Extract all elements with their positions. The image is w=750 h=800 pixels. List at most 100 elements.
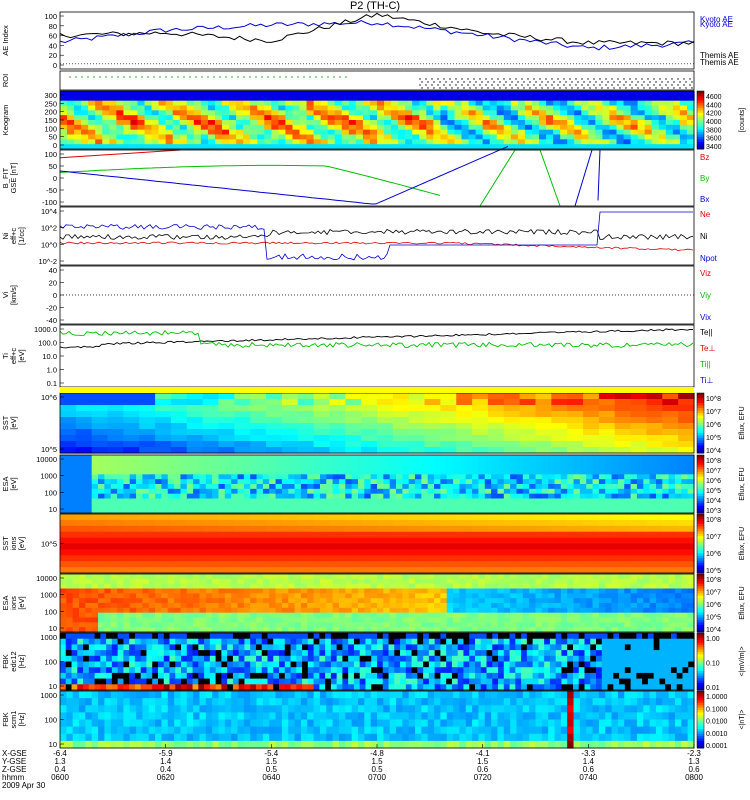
- fbk1-cell: [169, 672, 176, 680]
- esa_e-cell: [674, 493, 682, 500]
- esa_e-cell: [522, 479, 530, 485]
- esa_e-cell: [421, 493, 429, 500]
- esa_i-cell: [421, 617, 429, 623]
- fbk1-cell: [296, 650, 303, 657]
- keogram-cell: [637, 110, 646, 116]
- sst_e-cell: [202, 405, 220, 412]
- sst_i-cell: [440, 525, 457, 533]
- esa_e-cell: [402, 488, 410, 495]
- sst_i-cell: [218, 514, 235, 521]
- esa_e-cell: [535, 459, 543, 466]
- esa_i-cell: [148, 583, 156, 590]
- sst_e-cell: [60, 399, 77, 406]
- roi-dot: [297, 76, 299, 78]
- esa_e-cell: [332, 455, 340, 461]
- esa_e-cell: [592, 503, 600, 509]
- esa_i-cell: [91, 593, 99, 599]
- esa_i-cell: [199, 607, 207, 614]
- sst_e-cell: [377, 399, 394, 406]
- fbk1-cell: [60, 650, 67, 657]
- esa_i-cell: [636, 617, 644, 623]
- esa_e-cell: [212, 455, 220, 461]
- fbk1-cell: [255, 672, 263, 680]
- keogram-cell: [158, 91, 167, 97]
- esa_i-cell: [548, 627, 556, 633]
- keogram-cell: [391, 124, 399, 131]
- esa_i-cell: [554, 583, 562, 590]
- esa_i-cell: [155, 574, 163, 580]
- keogram-cell: [686, 91, 695, 97]
- esa_e-cell: [643, 498, 651, 504]
- esa_e-cell: [193, 469, 201, 475]
- keogram-cell: [440, 115, 449, 121]
- keogram-cell: [510, 100, 519, 107]
- esa_e-cell: [91, 498, 99, 504]
- esa_i-cell: [218, 578, 226, 585]
- roi-dot: [683, 84, 685, 86]
- esa_e-cell: [484, 503, 492, 509]
- roi-dot: [237, 76, 239, 78]
- fbk1-cell: [192, 650, 199, 657]
- esa_i-cell: [326, 607, 334, 614]
- esa_e-cell: [440, 455, 448, 461]
- sst_e-cell: [472, 429, 489, 436]
- esa_e-cell: [522, 503, 530, 509]
- esa_i-cell: [655, 578, 663, 585]
- fbk1-cell: [83, 638, 90, 645]
- keogram-cell: [553, 95, 561, 102]
- fbk1-cell: [221, 661, 228, 668]
- esa_e-cell: [155, 503, 163, 509]
- sst_i-cell: [424, 537, 441, 545]
- fbk1-cell: [290, 650, 297, 657]
- esa_e-cell: [224, 479, 232, 485]
- esa_e-cell: [186, 455, 194, 461]
- keogram-cell: [433, 91, 441, 97]
- esa_i-cell: [459, 617, 467, 623]
- esa_i-cell: [579, 574, 587, 580]
- fbk1-cell: [175, 661, 182, 668]
- keogram-cell: [433, 110, 441, 116]
- esa_i-cell: [288, 607, 296, 614]
- keogram-cell: [313, 144, 322, 150]
- sst_e-cell: [329, 417, 346, 424]
- esa_e-cell: [668, 464, 676, 471]
- sst_e-cell: [218, 447, 235, 454]
- sst_e-cell: [583, 393, 600, 400]
- esa_i-cell: [402, 574, 410, 580]
- sst_i-cell: [440, 561, 457, 568]
- esa_e-cell: [294, 464, 302, 471]
- fbk1-cell: [273, 667, 280, 674]
- esa_e-cell: [636, 508, 644, 514]
- keogram-cell: [637, 129, 646, 136]
- esa_e-cell: [212, 479, 220, 485]
- esa_e-cell: [129, 479, 137, 485]
- sst_i-cell: [186, 549, 204, 556]
- esa_i-cell: [338, 598, 346, 604]
- keogram-cell: [207, 105, 216, 111]
- keogram-cell: [243, 120, 251, 126]
- sst_e-cell: [551, 417, 568, 424]
- fbk1-cell: [134, 672, 142, 680]
- keogram-cell: [602, 91, 611, 97]
- esa_e-cell: [453, 493, 461, 500]
- esa_i-cell: [117, 583, 124, 590]
- fbk1-cell: [215, 655, 222, 663]
- esa_i-cell: [129, 583, 137, 590]
- esa_i-cell: [630, 598, 638, 604]
- esa_e-cell: [674, 508, 682, 514]
- keogram-cell: [510, 91, 519, 97]
- sst_i-cell: [218, 537, 235, 545]
- sst_e-cell: [266, 435, 283, 442]
- sst_i-cell: [234, 567, 251, 574]
- sst_i-cell: [91, 561, 109, 568]
- esa_i-cell: [72, 593, 80, 599]
- fbk1-cell: [134, 678, 142, 685]
- esa_i-cell: [256, 583, 264, 590]
- keogram-cell: [623, 110, 632, 116]
- roi-dot: [499, 81, 501, 83]
- fbk1-cell: [221, 667, 228, 674]
- keogram-cell: [433, 105, 441, 111]
- esa_e-cell: [478, 464, 486, 471]
- sst_i-cell: [281, 543, 299, 550]
- esa_e-cell: [231, 479, 239, 485]
